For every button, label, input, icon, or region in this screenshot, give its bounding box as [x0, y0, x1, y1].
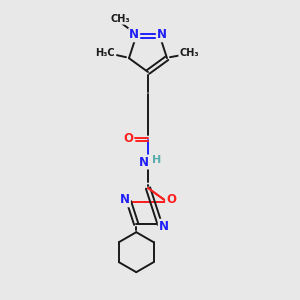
Text: N: N	[139, 155, 149, 169]
Text: H: H	[152, 155, 162, 165]
Text: N: N	[159, 220, 169, 233]
Text: CH₃: CH₃	[179, 48, 199, 58]
Text: N: N	[120, 193, 130, 206]
Text: H₃C: H₃C	[95, 48, 115, 58]
Text: CH₃: CH₃	[110, 14, 130, 24]
Text: N: N	[157, 28, 167, 41]
Text: N: N	[129, 28, 139, 41]
Text: O: O	[123, 133, 133, 146]
Text: O: O	[166, 193, 176, 206]
